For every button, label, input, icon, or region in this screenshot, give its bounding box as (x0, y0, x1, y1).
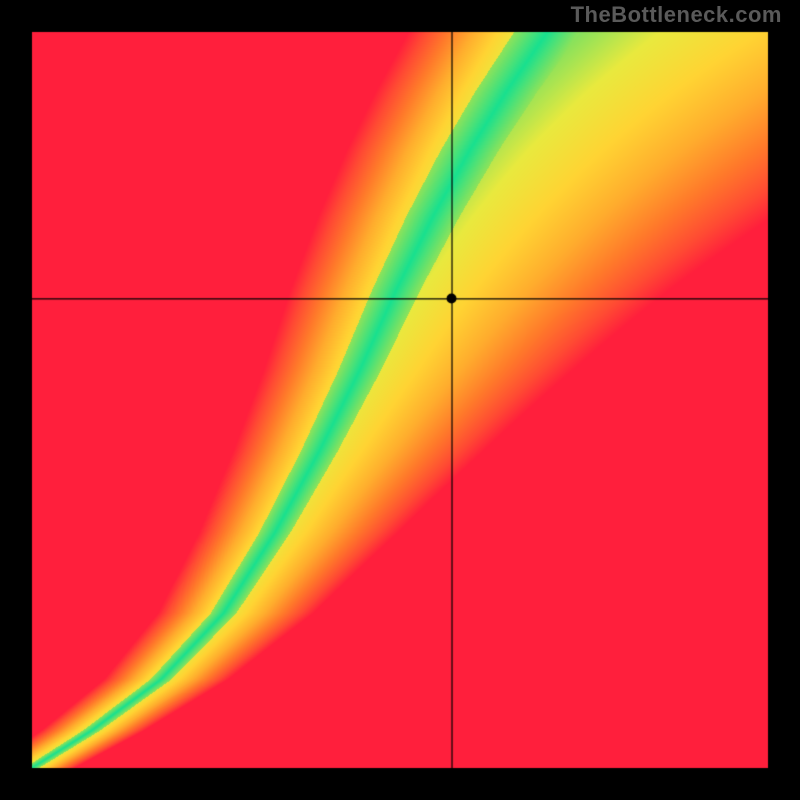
watermark-text: TheBottleneck.com (571, 2, 782, 28)
bottleneck-heatmap (0, 0, 800, 800)
